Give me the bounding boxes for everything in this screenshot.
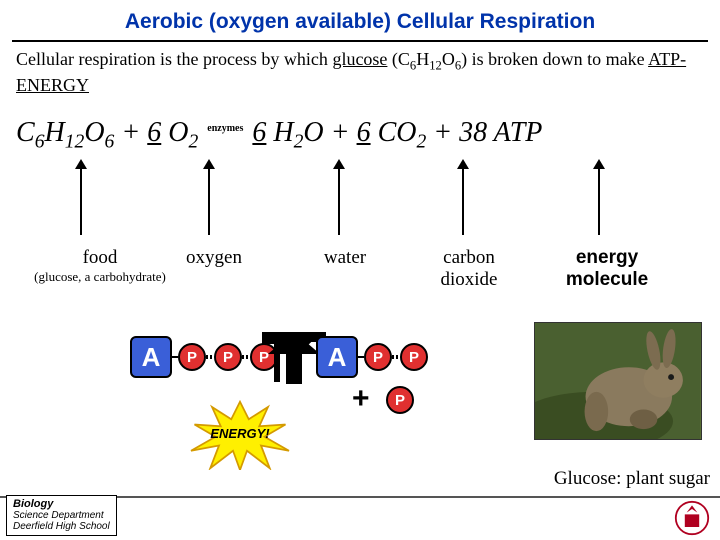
intro-sub2: 12	[429, 59, 442, 73]
phosphate-icon: P	[364, 343, 392, 371]
eq-glucose: C6H12O6	[16, 117, 121, 148]
eq-H: H	[44, 117, 64, 148]
atp-molecule: A P P P	[130, 336, 278, 378]
eq-plus2: +	[324, 117, 357, 148]
intro-formula-open: (C	[387, 49, 410, 69]
bond-icon	[392, 355, 400, 359]
glucose-word: glucose	[332, 49, 387, 69]
footer-box: Biology Science Department Deerfield Hig…	[6, 495, 117, 536]
footer-line2: Science Department	[13, 510, 110, 521]
label-energy-1: energy	[576, 247, 638, 268]
label-food: food (glucose, a carbohydrate)	[30, 247, 170, 285]
eq-co2-sub: 2	[416, 131, 426, 152]
eq-h2o-coef: 6	[252, 117, 266, 148]
footer-line3: Deerfield High School	[13, 521, 110, 532]
glucose-note: Glucose: plant sugar	[554, 468, 710, 490]
label-co2: carbon dioxide	[424, 247, 514, 291]
adenosine-icon: A	[316, 336, 358, 378]
label-co2-text: carbon dioxide	[441, 247, 498, 290]
reaction-arrow-icon	[262, 332, 322, 387]
eq-plus1: +	[121, 117, 147, 148]
footer: Biology Science Department Deerfield Hig…	[0, 496, 720, 540]
page-title: Aerobic (oxygen available) Cellular Resp…	[0, 0, 720, 40]
intro-H: H	[416, 49, 429, 69]
intro-text: Cellular respiration is the process by w…	[0, 48, 720, 107]
phosphate-icon: P	[386, 386, 414, 414]
eq-o2-sub: 2	[188, 131, 198, 152]
plus-icon: +	[352, 382, 370, 416]
school-logo-icon	[674, 500, 710, 536]
eq-co2-coef: 6	[357, 117, 371, 148]
eq-h12: 12	[65, 131, 85, 152]
eq-o2-coef: 6	[147, 117, 161, 148]
footer-line1: Biology	[13, 498, 110, 510]
intro-close: ) is broken down to make	[461, 49, 648, 69]
phosphate-icon: P	[400, 343, 428, 371]
arrow-food	[80, 167, 82, 235]
enzymes-label: enzymes	[205, 123, 245, 134]
arrow-atp	[598, 167, 600, 235]
label-food-sub: (glucose, a carbohydrate)	[30, 269, 170, 285]
bond-icon	[206, 355, 214, 359]
energy-starburst-icon: ENERGY!	[185, 400, 295, 470]
free-phosphate: P	[386, 386, 414, 414]
bond-icon	[242, 355, 250, 359]
eq-O: O	[84, 117, 104, 148]
label-food-text: food	[83, 247, 118, 268]
eq-plus3: + 38	[426, 117, 493, 148]
arrow-oxygen	[208, 167, 210, 235]
arrow-row	[0, 157, 720, 247]
intro-prefix: Cellular respiration is the process by w…	[16, 49, 332, 69]
rabbit-photo	[534, 322, 702, 440]
phosphate-icon: P	[178, 343, 206, 371]
equation: C6H12O6 + 6 O2 enzymes 6 H2O + 6 CO2 + 3…	[0, 107, 720, 154]
eq-C: C	[16, 117, 35, 148]
label-energy-2: molecule	[566, 269, 648, 290]
label-energy: energy molecule	[552, 247, 662, 291]
adenosine-icon: A	[130, 336, 172, 378]
energy-text: ENERGY!	[185, 426, 295, 441]
label-row: food (glucose, a carbohydrate) oxygen wa…	[0, 247, 720, 307]
eq-atp: ATP	[494, 117, 543, 148]
eq-h2o-O: O	[303, 117, 323, 148]
adp-molecule: A P P	[316, 336, 428, 378]
phosphate-icon: P	[214, 343, 242, 371]
eq-h2o-sub: 2	[294, 131, 304, 152]
eq-o2: O	[161, 117, 188, 148]
arrow-co2	[462, 167, 464, 235]
eq-o6: 6	[105, 131, 115, 152]
arrow-water	[338, 167, 340, 235]
eq-h2o-H: H	[266, 117, 293, 148]
eq-c6: 6	[35, 131, 45, 152]
atp-diagram: A P P P A P P + P ENERGY!	[130, 330, 440, 465]
label-oxygen: oxygen	[174, 247, 254, 269]
intro-O: O	[442, 49, 455, 69]
label-water: water	[310, 247, 380, 269]
eq-co2: CO	[371, 117, 417, 148]
title-rule	[12, 40, 708, 42]
